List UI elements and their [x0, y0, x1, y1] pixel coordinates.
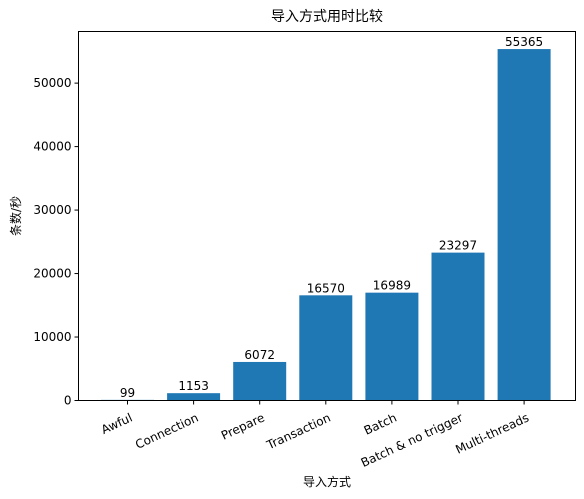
data-label-6: 55365	[505, 35, 543, 49]
y-tick-label-3: 30000	[33, 203, 71, 217]
x-tick-label-2: Prepare	[219, 411, 267, 443]
chart-title: 导入方式用时比较	[271, 9, 383, 25]
y-axis: 0 10000 20000 30000 40000 50000	[33, 76, 79, 408]
plot-frame	[78, 31, 576, 401]
data-label-2: 6072	[244, 348, 275, 362]
data-label-4: 16989	[373, 279, 411, 293]
x-axis-label: 导入方式	[303, 474, 351, 489]
x-tick-label-4: Batch	[362, 411, 399, 438]
x-tick-label-3: Transaction	[264, 411, 333, 453]
bars-group	[101, 49, 551, 401]
x-tick-label-0: Awful	[99, 411, 135, 438]
bar-4	[365, 292, 419, 401]
y-tick-label-1: 10000	[33, 330, 71, 344]
x-tick-label-6: Multi-threads	[453, 411, 531, 457]
data-label-0: 99	[120, 386, 135, 400]
bar-3	[299, 295, 353, 401]
y-tick-label-0: 0	[64, 394, 72, 408]
y-tick-label-5: 50000	[33, 76, 71, 90]
x-tick-label-1: Connection	[133, 411, 200, 452]
y-tick-label-2: 20000	[33, 267, 71, 281]
data-label-5: 23297	[439, 239, 477, 253]
y-tick-label-4: 40000	[33, 140, 71, 154]
bar-2	[233, 361, 287, 401]
data-labels-group: 99 1153 6072 16570 16989 23297 55365	[120, 35, 543, 400]
bar-5	[431, 252, 485, 401]
data-label-3: 16570	[307, 281, 345, 295]
bar-6	[497, 49, 551, 401]
data-label-1: 1153	[178, 379, 209, 393]
bar-1	[167, 393, 221, 401]
y-axis-label: 条数/秒	[8, 196, 23, 236]
